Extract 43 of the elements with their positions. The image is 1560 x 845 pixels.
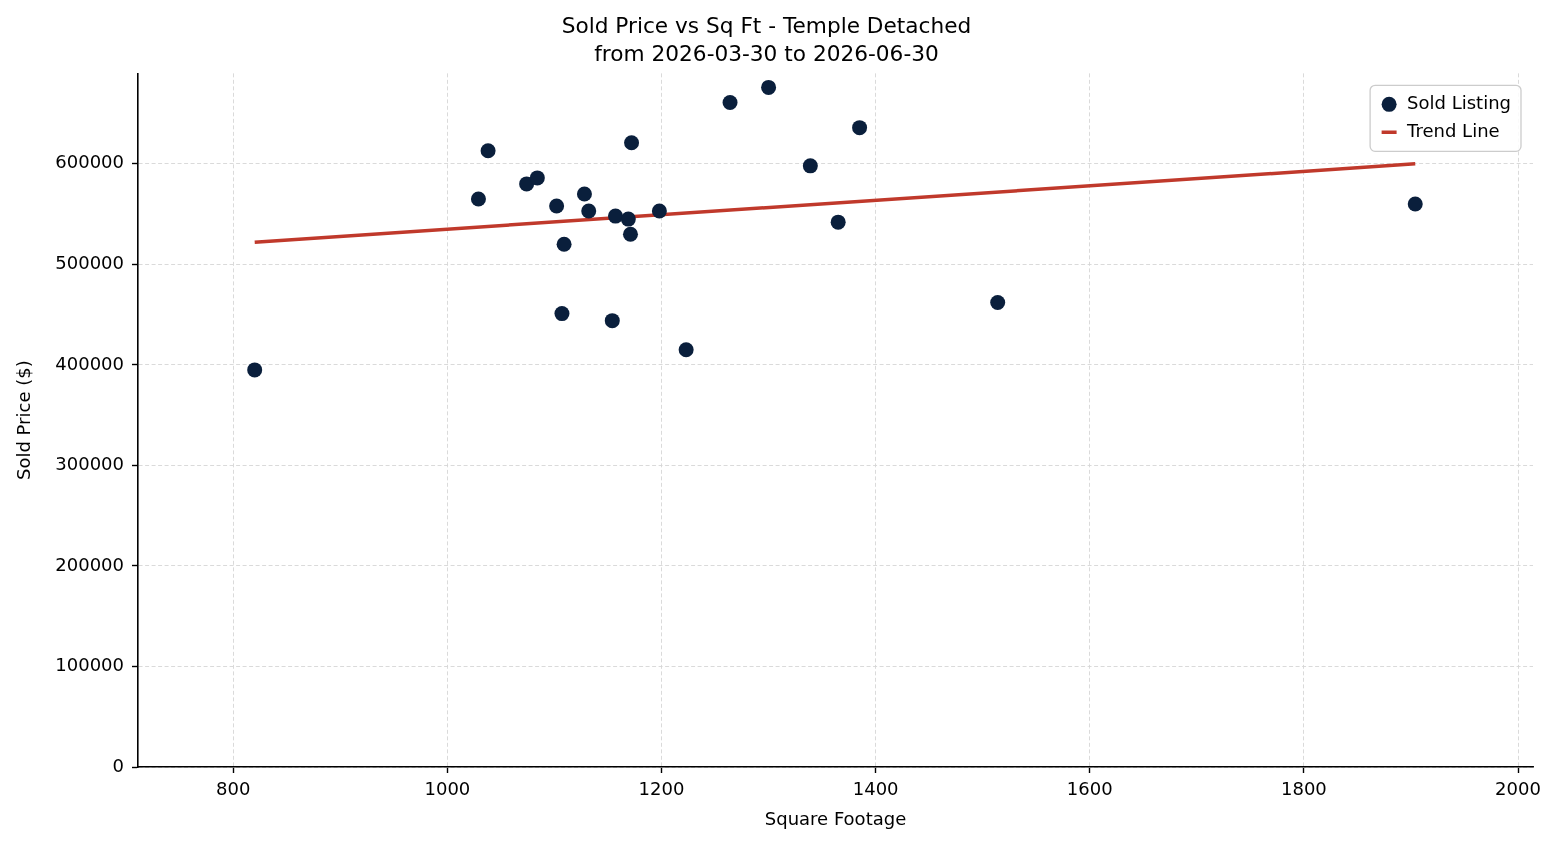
point <box>620 211 636 227</box>
x-axis-title: Square Footage <box>764 807 907 829</box>
point <box>1407 196 1423 212</box>
legend-label: Sold Listing <box>1407 92 1511 114</box>
x-tick-label: 800 <box>216 778 251 800</box>
x-tick-label: 1000 <box>424 778 471 800</box>
point <box>554 306 570 322</box>
legend-label: Trend Line <box>1406 120 1500 142</box>
point <box>830 214 846 230</box>
point <box>802 158 818 174</box>
point <box>607 208 623 224</box>
point <box>604 313 620 329</box>
point <box>529 170 545 186</box>
point <box>519 176 535 192</box>
point <box>722 95 738 110</box>
point <box>480 143 496 159</box>
x-tick-label: 1600 <box>1066 778 1113 800</box>
point <box>624 135 640 151</box>
point <box>470 191 486 207</box>
point <box>852 120 868 136</box>
y-tick-label: 0 <box>112 754 124 776</box>
y-axis-title: Sold Price ($) <box>13 360 35 481</box>
x-tick-label: 1200 <box>638 778 685 800</box>
x-tick-label: 2000 <box>1495 778 1541 800</box>
chart-title: Sold Price vs Sq Ft - Temple Detached from 2026-03-30 to 2026-06-30 <box>561 12 972 66</box>
x-tick-label: 1400 <box>852 778 899 800</box>
point <box>761 79 777 95</box>
y-tick-label: 200000 <box>55 553 124 575</box>
y-tick-label: 600000 <box>55 151 124 173</box>
point <box>576 186 592 202</box>
point <box>651 203 667 219</box>
point <box>622 226 638 242</box>
point <box>990 295 1006 311</box>
y-tick-label: 300000 <box>55 453 124 475</box>
point <box>549 198 565 214</box>
point <box>556 236 572 252</box>
y-tick-label: 500000 <box>55 252 124 274</box>
point <box>581 203 597 219</box>
y-tick-label: 400000 <box>55 352 124 374</box>
y-tick-label: 100000 <box>55 654 124 676</box>
x-tick-label: 1800 <box>1280 778 1327 800</box>
point <box>247 362 263 378</box>
point <box>678 342 694 358</box>
